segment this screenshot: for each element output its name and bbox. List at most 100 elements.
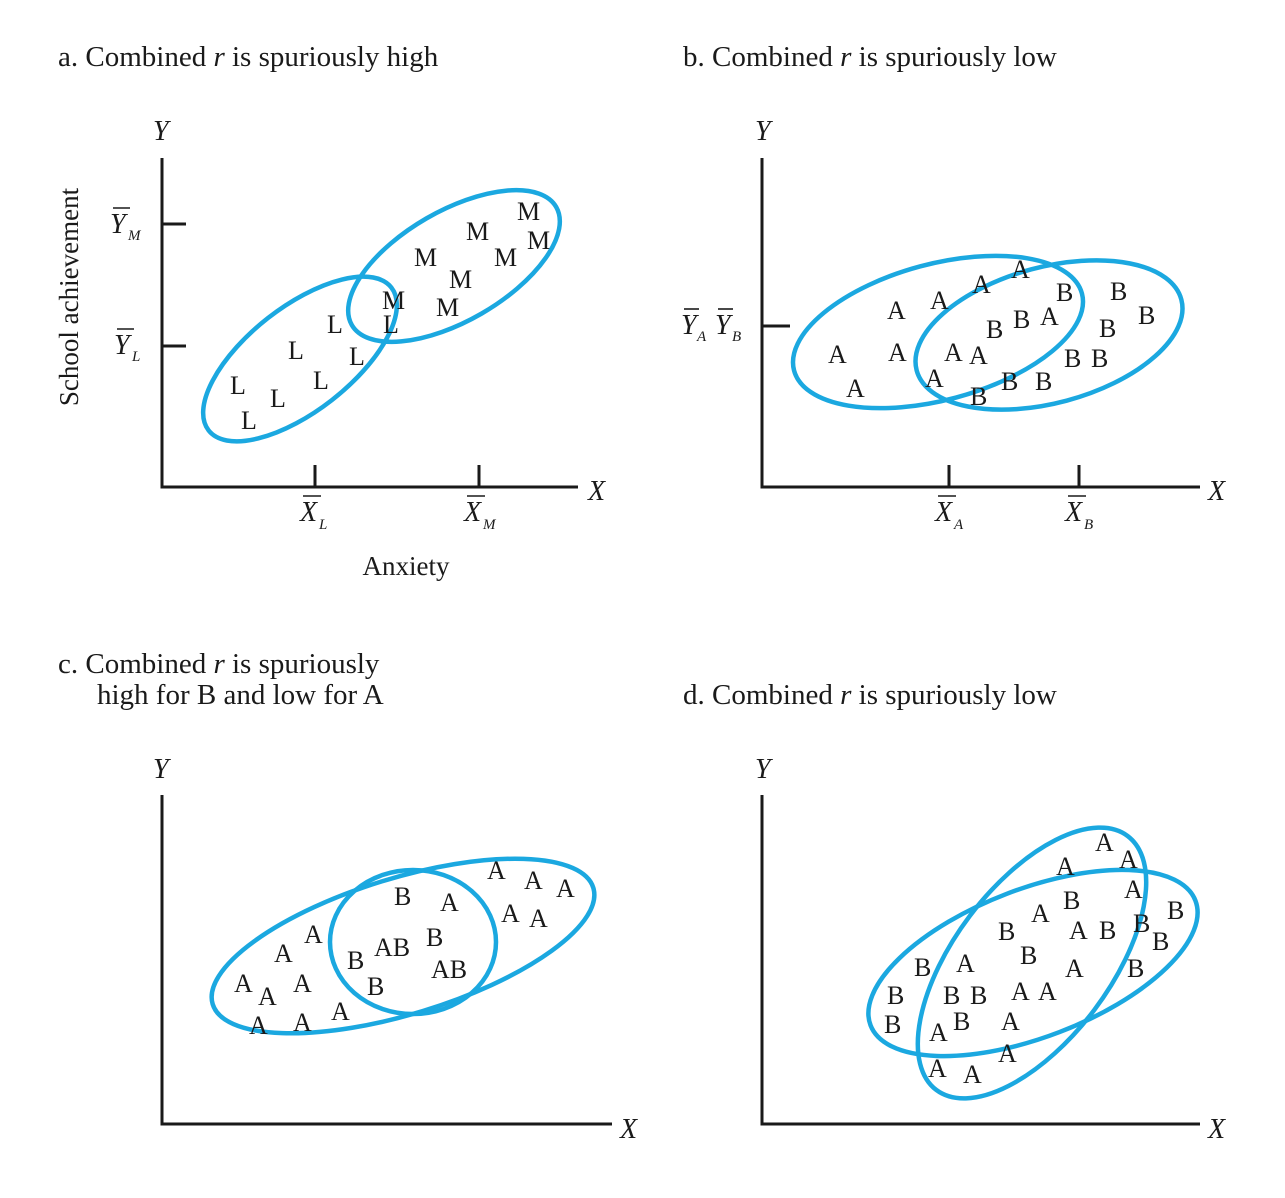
- panel-a-x-label: Anxiety: [363, 551, 450, 581]
- svg-text:A: A: [696, 329, 707, 345]
- point-a: A: [969, 341, 988, 370]
- panel-c: c. Combined r is spuriously high for B a…: [58, 648, 638, 1145]
- panel-b-ytick-label: Y A Y B: [681, 308, 741, 345]
- point-b: B: [347, 946, 364, 975]
- point-a: A: [1011, 977, 1030, 1006]
- point-a: A: [887, 296, 906, 325]
- point-b: B: [1110, 277, 1127, 306]
- svg-text:X: X: [1064, 497, 1083, 528]
- panel-d-y-axis-label: Y: [755, 754, 774, 785]
- point-b: B: [887, 981, 904, 1010]
- point-a: A: [1119, 845, 1138, 874]
- panel-b: b. Combined r is spuriously low Y X Y A …: [681, 41, 1226, 533]
- point-a: A: [258, 982, 277, 1011]
- point-l: L: [230, 371, 246, 400]
- point-a: A: [956, 949, 975, 978]
- panel-c-x-axis-label: X: [619, 1114, 638, 1145]
- point-a: A: [925, 364, 944, 393]
- point-a: A: [524, 866, 543, 895]
- point-m: M: [494, 243, 517, 272]
- panel-c-points: A A A A A A A A A A A A A A B B AB B AB …: [234, 856, 575, 1040]
- point-m: M: [527, 226, 550, 255]
- point-a: A: [501, 899, 520, 928]
- point-a: A: [972, 270, 991, 299]
- point-b: B: [986, 315, 1003, 344]
- point-m: M: [466, 217, 489, 246]
- point-a: A: [556, 874, 575, 903]
- point-a: A: [1069, 916, 1088, 945]
- point-a: A: [331, 997, 350, 1026]
- point-a: A: [487, 856, 506, 885]
- point-m: M: [517, 197, 540, 226]
- point-a: A: [529, 904, 548, 933]
- point-b: B: [998, 917, 1015, 946]
- point-b: B: [1020, 941, 1037, 970]
- point-l: L: [349, 342, 365, 371]
- point-a: A: [828, 340, 847, 369]
- point-b: B: [970, 981, 987, 1010]
- panel-a-y-label: School achievement: [54, 187, 84, 406]
- point-l: L: [288, 336, 304, 365]
- point-a: A: [304, 920, 323, 949]
- point-b: B: [1013, 305, 1030, 334]
- point-m: M: [414, 243, 437, 272]
- panel-b-axes: [760, 158, 1200, 489]
- point-ab: AB: [374, 933, 410, 962]
- point-a: A: [293, 969, 312, 998]
- panel-c-title-line1: c. Combined r is spuriously: [58, 648, 380, 680]
- panel-a-y-axis-label: Y: [153, 116, 172, 147]
- point-b: B: [1091, 344, 1108, 373]
- panel-c-y-axis-label: Y: [153, 754, 172, 785]
- point-l: L: [383, 310, 399, 339]
- point-b: B: [1133, 909, 1150, 938]
- svg-text:B: B: [1084, 517, 1093, 533]
- point-l: L: [327, 310, 343, 339]
- svg-text:X: X: [463, 497, 482, 528]
- point-m: M: [436, 293, 459, 322]
- point-a: A: [963, 1060, 982, 1089]
- point-a: A: [930, 286, 949, 315]
- point-a: A: [1124, 875, 1143, 904]
- point-b: B: [953, 1007, 970, 1036]
- panel-d-ellipse-wide: [866, 867, 1200, 1059]
- point-b: B: [943, 981, 960, 1010]
- point-b: B: [884, 1010, 901, 1039]
- point-b: B: [1064, 344, 1081, 373]
- panel-d-axes: [760, 795, 1200, 1126]
- point-a: A: [888, 338, 907, 367]
- panel-a-title: a. Combined r is spuriously high: [58, 41, 439, 73]
- svg-text:X: X: [934, 497, 953, 528]
- panel-b-ellipse-b: [913, 258, 1185, 412]
- point-a: A: [1011, 255, 1030, 284]
- point-a: A: [944, 338, 963, 367]
- svg-text:Y: Y: [114, 330, 133, 361]
- point-a: A: [1038, 977, 1057, 1006]
- panel-b-title: b. Combined r is spuriously low: [683, 41, 1057, 73]
- point-a: A: [1056, 852, 1075, 881]
- panel-b-xtick-label-b: X B: [1064, 495, 1093, 533]
- point-a: A: [440, 888, 459, 917]
- panel-a-xtick-label-l: X L: [299, 495, 327, 533]
- point-l: L: [270, 384, 286, 413]
- point-a: A: [1095, 828, 1114, 857]
- panel-c-title-line2: high for B and low for A: [97, 679, 384, 711]
- panel-c-ellipse-a: [209, 856, 597, 1036]
- svg-text:L: L: [131, 349, 140, 365]
- point-ab: AB: [431, 955, 467, 984]
- panel-c-ellipse-b: [327, 867, 499, 1017]
- point-a: A: [1040, 302, 1059, 331]
- point-b: B: [914, 953, 931, 982]
- point-b: B: [1001, 367, 1018, 396]
- panel-d-points: A A A A A B B A B B B B B A B B A B B B …: [884, 828, 1184, 1089]
- panel-d-title: d. Combined r is spuriously low: [683, 679, 1057, 711]
- point-a: A: [1001, 1007, 1020, 1036]
- point-a: A: [293, 1008, 312, 1037]
- point-a: A: [1031, 899, 1050, 928]
- panel-d-x-axis-label: X: [1207, 1114, 1226, 1145]
- svg-text:A: A: [953, 517, 964, 533]
- point-a: A: [234, 969, 253, 998]
- panel-b-xtick-label-a: X A: [934, 495, 964, 533]
- svg-text:Y: Y: [110, 209, 129, 240]
- point-b: B: [970, 382, 987, 411]
